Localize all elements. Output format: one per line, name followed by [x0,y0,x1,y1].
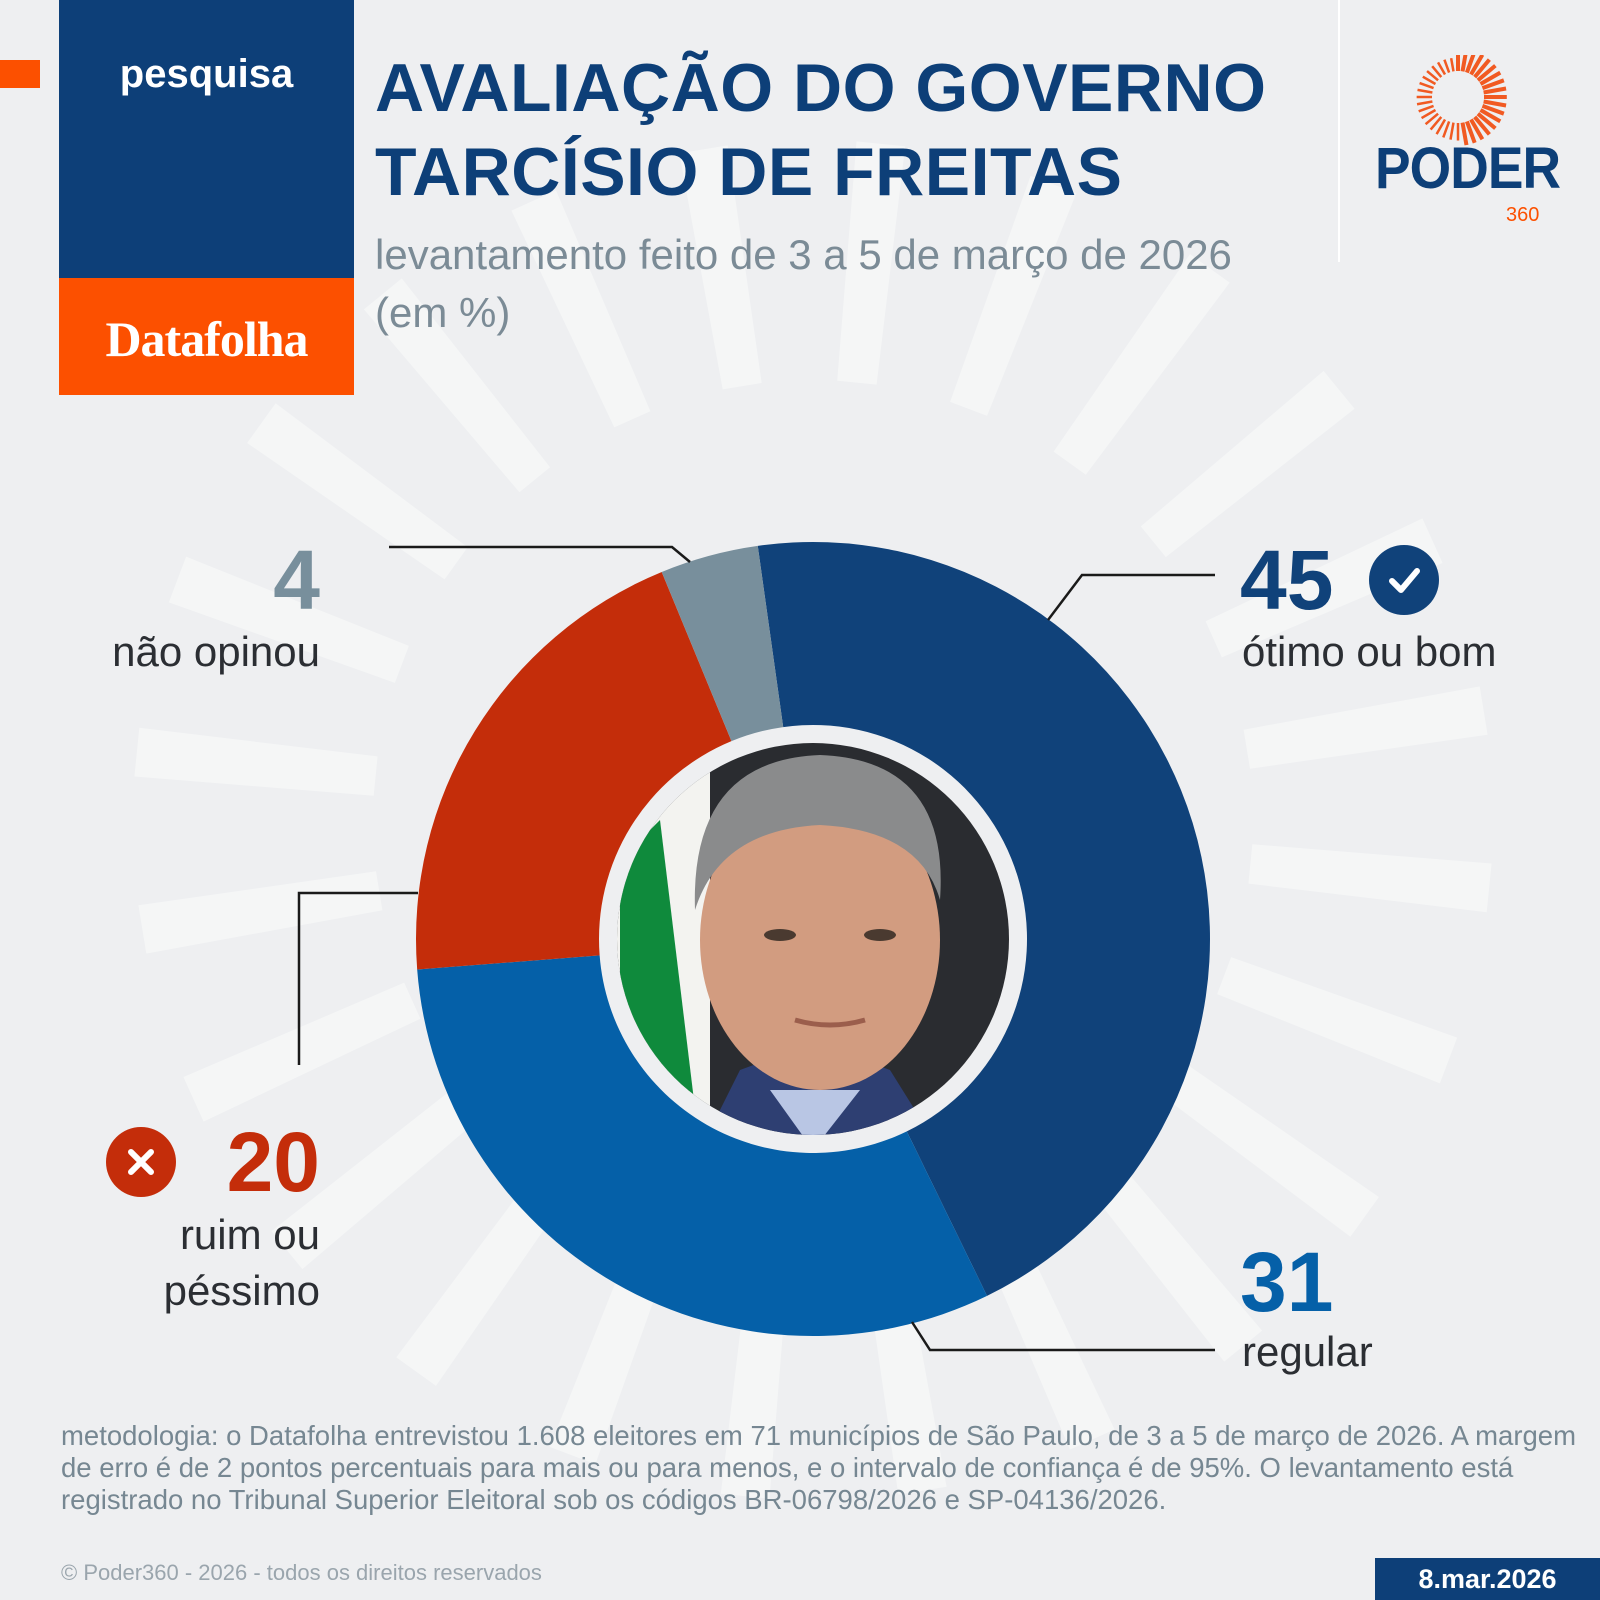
sun-ray [1419,81,1434,90]
sun-ray [1418,104,1434,113]
background-ray [1217,957,1458,1084]
sun-ray [1479,108,1502,124]
sun-ray [1460,55,1468,72]
leader-good [1047,573,1215,621]
slice-ruim-ou-péssimo [416,571,732,970]
sun-ray [1449,57,1455,72]
sun-ray [1431,65,1443,78]
sun-ray [1481,104,1505,116]
background-ray [837,141,906,385]
sun-ray [1422,75,1437,86]
accent-mark [0,60,40,88]
background-ray [271,1082,486,1270]
background-ray [183,982,421,1122]
sun-ray [1460,122,1469,146]
label-none-text: não opinou [112,628,320,675]
sun-ray [1416,100,1433,106]
sun-ray [1426,70,1439,82]
copyright: © Poder360 - 2026 - todos os direitos re… [61,1560,542,1585]
value-good: 45 [1240,533,1334,627]
label-regular-text: regular [1242,1328,1373,1375]
sun-ray [1435,118,1447,135]
check-circle-icon [1369,545,1440,615]
sun-ray [1483,86,1507,95]
logo-text: PODER [1375,136,1561,201]
label-bad-line2: péssimo [163,1267,320,1314]
background-ray [363,278,551,493]
sun-ray [1420,108,1437,120]
sun-ray [1443,59,1451,73]
sun-ray [1476,64,1497,82]
divider [1338,0,1340,262]
background-ray [1075,1147,1263,1362]
background-ray [679,145,762,390]
value-bad: 20 [226,1115,320,1209]
label-bad: 20 [106,1120,320,1204]
title-line-1: AVALIAÇÃO DO GOVERNO [375,50,1267,126]
source-tag: Datafolha [59,278,354,395]
slice-regular [417,955,988,1336]
sun-ray [1473,58,1491,79]
value-regular: 31 [1240,1235,1334,1329]
label-bad-text: ruim ou péssimo [0,1207,320,1319]
background-ray [1053,254,1230,475]
sun-ray [1469,55,1485,76]
source-label: Datafolha [105,311,308,367]
category-label: pesquisa [119,52,294,96]
x-circle-icon [106,1127,176,1197]
background-ray [1243,686,1488,769]
category-tag: pesquisa [59,0,354,278]
sun-ray [1465,55,1476,74]
sun-ray [1417,88,1433,94]
publication-date: 8.mar.2026 [1375,1558,1600,1600]
sun-ray [1465,120,1477,144]
background-ray [247,403,468,580]
sun-ray [1429,116,1443,131]
background-ray [168,556,409,683]
methodology-note: metodologia: o Datafolha entrevistou 1.6… [61,1420,1576,1515]
page-title: AVALIAÇÃO DO GOVERNO TARCÍSIO DE FREITAS [375,46,1267,214]
background-ray [1158,1060,1379,1237]
slice-ótimo-ou-bom [757,542,1210,1296]
leader-none [389,545,691,563]
portrait-photo [617,743,1009,1135]
poder360-sun-icon [1416,55,1507,146]
sun-ray [1481,78,1505,90]
sun-ray [1424,112,1439,126]
sun-ray [1442,121,1451,138]
sun-ray [1473,115,1491,136]
background-ray [1140,370,1355,558]
sun-ray [1483,99,1507,108]
subtitle: levantamento feito de 3 a 5 de março de … [375,231,1232,336]
leader-bad [297,891,418,1065]
sun-ray [1436,61,1447,76]
sun-ray [1469,118,1485,141]
leader-regular [910,1321,1215,1352]
label-bad-line1: ruim ou [179,1211,320,1258]
background-ray [950,175,1077,416]
background-ray [396,1165,573,1386]
title-line-2: TARCÍSIO DE FREITAS [375,134,1123,210]
background-ray [511,190,651,428]
label-good: 45 [1240,533,1440,627]
sun-ray [1479,70,1502,86]
sun-ray [1449,122,1455,140]
logo-sub: 360 [1506,204,1540,226]
slice-não-opinou [661,545,784,742]
sun-ray [1476,112,1497,130]
background-ray [134,727,378,796]
value-none: 4 [273,533,320,627]
background-ray [1248,844,1492,913]
label-good-text: ótimo ou bom [1242,628,1497,675]
leader-lines [297,545,1215,1352]
